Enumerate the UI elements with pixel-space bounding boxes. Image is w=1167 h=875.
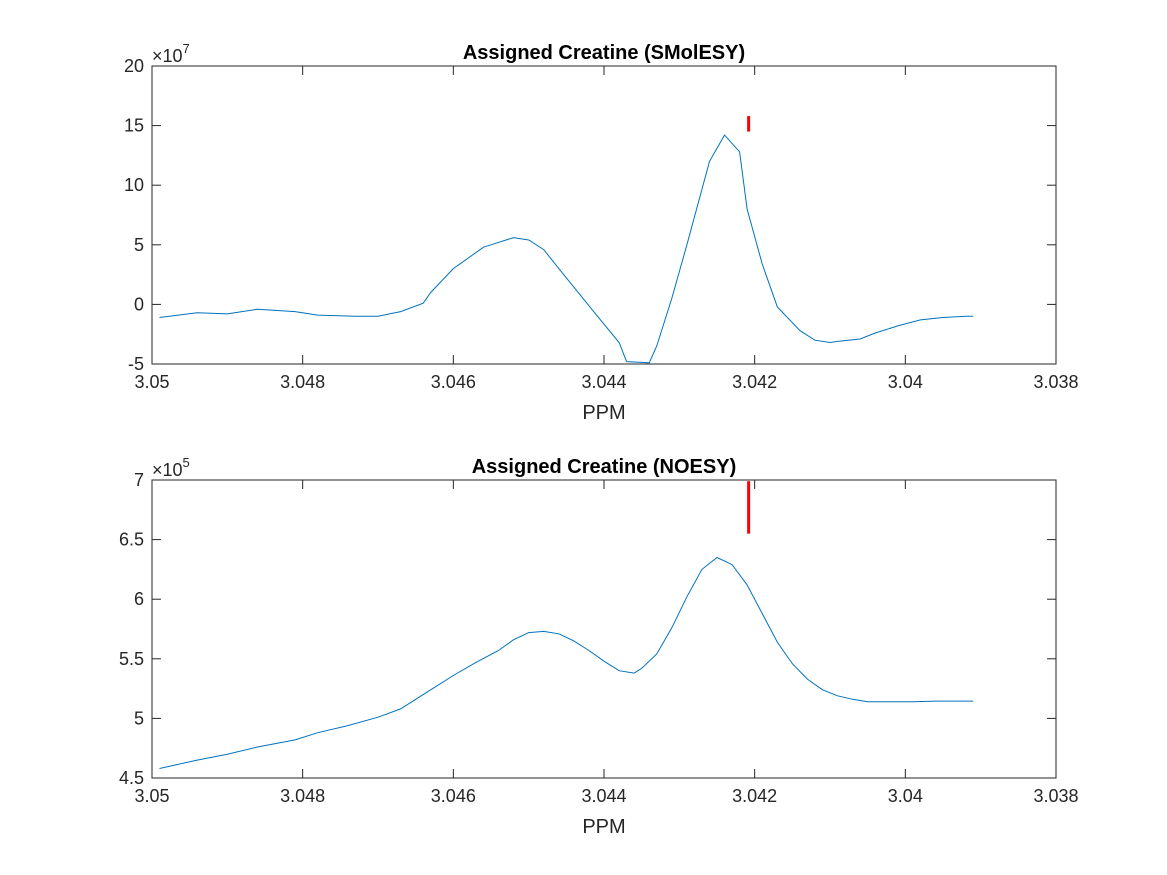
y-tick-label: 15 — [124, 116, 144, 136]
chart-title: Assigned Creatine (NOESY) — [472, 456, 737, 478]
y-multiplier-exponent: 5 — [183, 455, 190, 470]
y-tick-label: 6.5 — [119, 530, 144, 550]
y-multiplier-base: ×10 — [152, 460, 183, 480]
y-multiplier-base: ×10 — [152, 46, 183, 66]
x-tick-label: 3.046 — [431, 786, 476, 806]
x-tick-label: 3.05 — [134, 372, 169, 392]
series-line — [159, 134, 974, 364]
y-tick-label: -5 — [128, 354, 144, 374]
x-tick-label: 3.038 — [1033, 786, 1078, 806]
x-tick-label: 3.042 — [732, 786, 777, 806]
y-multiplier: ×107 — [152, 41, 190, 66]
y-tick-label: 5 — [134, 708, 144, 728]
y-tick-label: 5 — [134, 235, 144, 255]
x-tick-label: 3.042 — [732, 372, 777, 392]
marks-group — [159, 481, 974, 769]
y-tick-label: 0 — [134, 294, 144, 314]
x-tick-label: 3.048 — [280, 786, 325, 806]
x-tick-label: 3.05 — [134, 786, 169, 806]
x-tick-label: 3.04 — [888, 786, 923, 806]
chart-title: Assigned Creatine (SMolESY) — [463, 42, 745, 64]
x-axis-label: PPM — [582, 816, 625, 838]
subplot-smolesy: 3.05 3.048 3.046 3.044 3.042 3.04 3.038 -5 0 5 10 1… — [124, 41, 1079, 424]
y-multiplier: ×105 — [152, 455, 190, 480]
y-multiplier-exponent: 7 — [183, 41, 190, 56]
y-tick-label: 20 — [124, 56, 144, 76]
y-tick-label: 4.5 — [119, 768, 144, 788]
x-tick-label: 3.044 — [581, 372, 626, 392]
x-tick-label: 3.046 — [431, 372, 476, 392]
x-axis-label: PPM — [582, 402, 625, 424]
marks-group — [159, 116, 974, 364]
y-tick-label: 7 — [134, 470, 144, 490]
x-tick-label: 3.048 — [280, 372, 325, 392]
tick-group: 3.05 3.048 3.046 3.044 3.042 3.04 3.038 4.5 5 5.5… — [119, 470, 1079, 806]
y-tick-label: 5.5 — [119, 649, 144, 669]
series-line — [159, 556, 974, 769]
axes-frame — [151, 479, 1057, 779]
tick-group: 3.05 3.048 3.046 3.044 3.042 3.04 3.038 -5 0 5 10 1… — [124, 56, 1079, 392]
x-tick-label: 3.044 — [581, 786, 626, 806]
x-tick-label: 3.038 — [1033, 372, 1078, 392]
y-tick-label: 10 — [124, 175, 144, 195]
y-tick-label: 6 — [134, 589, 144, 609]
x-tick-label: 3.04 — [888, 372, 923, 392]
subplot-noesy: 3.05 3.048 3.046 3.044 3.042 3.04 3.038 4.5 5 5.5… — [119, 455, 1079, 838]
axes-frame — [151, 65, 1057, 365]
